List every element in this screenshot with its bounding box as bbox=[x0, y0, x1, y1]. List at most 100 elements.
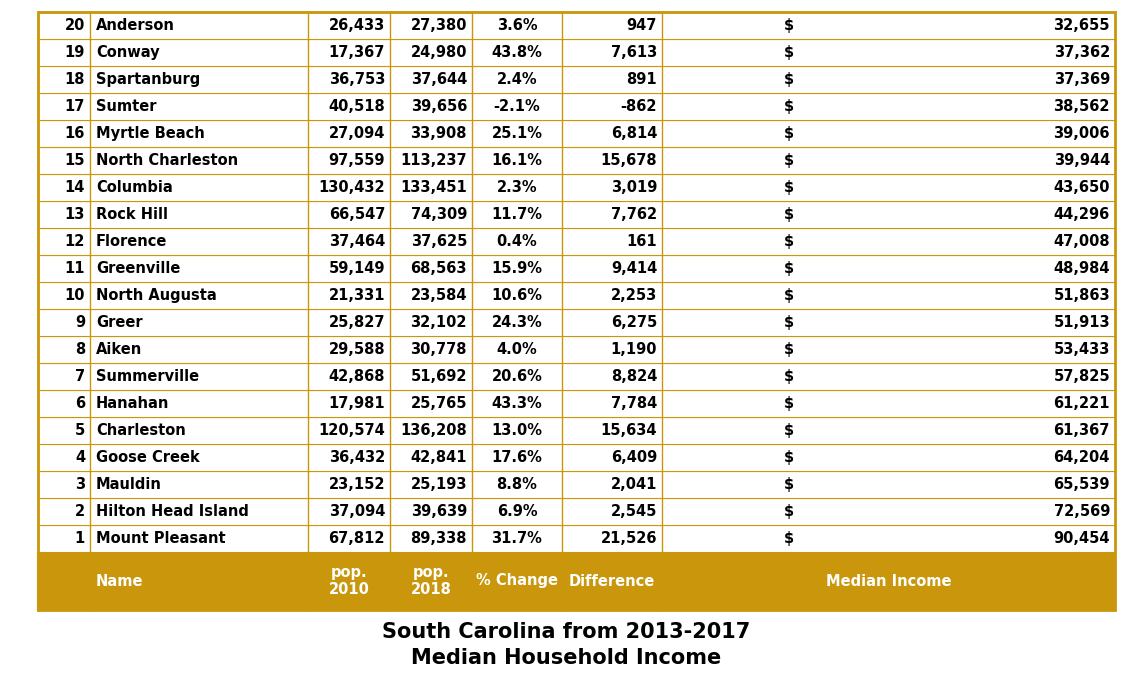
Text: 6,814: 6,814 bbox=[611, 126, 657, 141]
Text: Charleston: Charleston bbox=[96, 423, 186, 438]
Text: 24.3%: 24.3% bbox=[492, 315, 543, 330]
Text: Columbia: Columbia bbox=[96, 180, 172, 195]
Text: 89,338: 89,338 bbox=[410, 531, 467, 546]
Text: $: $ bbox=[784, 288, 794, 303]
Text: 120,574: 120,574 bbox=[318, 423, 385, 438]
Text: 17,367: 17,367 bbox=[329, 45, 385, 60]
Text: 27,380: 27,380 bbox=[410, 18, 467, 33]
Text: North Charleston: North Charleston bbox=[96, 153, 238, 168]
Text: 25,827: 25,827 bbox=[329, 315, 385, 330]
Text: 39,639: 39,639 bbox=[411, 504, 467, 519]
Text: 12: 12 bbox=[65, 234, 85, 249]
Bar bbox=[39, 120, 1115, 147]
Text: 161: 161 bbox=[627, 234, 657, 249]
Text: 44,296: 44,296 bbox=[1054, 207, 1110, 222]
Text: 130,432: 130,432 bbox=[318, 180, 385, 195]
Text: 3: 3 bbox=[75, 477, 85, 492]
Text: 7,762: 7,762 bbox=[611, 207, 657, 222]
Text: 61,367: 61,367 bbox=[1054, 423, 1110, 438]
Text: Aiken: Aiken bbox=[96, 342, 143, 357]
Text: 2018: 2018 bbox=[410, 583, 451, 598]
Text: 25,193: 25,193 bbox=[410, 477, 467, 492]
Text: $: $ bbox=[784, 99, 794, 114]
Bar bbox=[39, 336, 1115, 363]
Text: 57,825: 57,825 bbox=[1054, 369, 1110, 384]
Text: 29,588: 29,588 bbox=[329, 342, 385, 357]
Text: Median Household Income: Median Household Income bbox=[411, 648, 722, 668]
Bar bbox=[39, 39, 1115, 66]
Text: 36,753: 36,753 bbox=[329, 72, 385, 87]
Text: Anderson: Anderson bbox=[96, 18, 174, 33]
Text: 6: 6 bbox=[75, 396, 85, 411]
Text: 32,655: 32,655 bbox=[1054, 18, 1110, 33]
Text: 40,518: 40,518 bbox=[329, 99, 385, 114]
Text: 2.4%: 2.4% bbox=[496, 72, 537, 87]
Text: 37,644: 37,644 bbox=[411, 72, 467, 87]
Text: 68,563: 68,563 bbox=[410, 261, 467, 276]
Text: 39,656: 39,656 bbox=[410, 99, 467, 114]
Bar bbox=[39, 552, 1115, 610]
Text: 8.8%: 8.8% bbox=[496, 477, 537, 492]
Text: 5: 5 bbox=[75, 423, 85, 438]
Text: 14: 14 bbox=[65, 180, 85, 195]
Text: pop.: pop. bbox=[412, 564, 450, 579]
Text: $: $ bbox=[784, 396, 794, 411]
Text: % Change: % Change bbox=[476, 573, 557, 588]
Text: 66,547: 66,547 bbox=[329, 207, 385, 222]
Text: Spartanburg: Spartanburg bbox=[96, 72, 201, 87]
Text: Hanahan: Hanahan bbox=[96, 396, 169, 411]
Text: Hilton Head Island: Hilton Head Island bbox=[96, 504, 249, 519]
Text: 42,868: 42,868 bbox=[329, 369, 385, 384]
Text: 17: 17 bbox=[65, 99, 85, 114]
Text: Summerville: Summerville bbox=[96, 369, 199, 384]
Text: 8: 8 bbox=[75, 342, 85, 357]
Text: 10: 10 bbox=[65, 288, 85, 303]
Text: Mount Pleasant: Mount Pleasant bbox=[96, 531, 225, 546]
Text: $: $ bbox=[784, 477, 794, 492]
Text: 133,451: 133,451 bbox=[400, 180, 467, 195]
Text: 53,433: 53,433 bbox=[1054, 342, 1110, 357]
Bar bbox=[39, 66, 1115, 93]
Text: 7,613: 7,613 bbox=[611, 45, 657, 60]
Text: 47,008: 47,008 bbox=[1054, 234, 1110, 249]
Text: 6.9%: 6.9% bbox=[496, 504, 537, 519]
Text: 43.8%: 43.8% bbox=[492, 45, 543, 60]
Text: 4.0%: 4.0% bbox=[496, 342, 537, 357]
Text: 59,149: 59,149 bbox=[329, 261, 385, 276]
Text: 19: 19 bbox=[65, 45, 85, 60]
Bar bbox=[39, 390, 1115, 417]
Text: 17,981: 17,981 bbox=[329, 396, 385, 411]
Text: pop.: pop. bbox=[331, 564, 367, 579]
Bar bbox=[39, 363, 1115, 390]
Text: $: $ bbox=[784, 369, 794, 384]
Text: Rock Hill: Rock Hill bbox=[96, 207, 168, 222]
Text: 15.9%: 15.9% bbox=[492, 261, 543, 276]
Text: 33,908: 33,908 bbox=[410, 126, 467, 141]
Text: 891: 891 bbox=[627, 72, 657, 87]
Text: Myrtle Beach: Myrtle Beach bbox=[96, 126, 205, 141]
Text: 37,094: 37,094 bbox=[329, 504, 385, 519]
Text: 72,569: 72,569 bbox=[1054, 504, 1110, 519]
Text: 6,409: 6,409 bbox=[611, 450, 657, 465]
Text: 2,253: 2,253 bbox=[611, 288, 657, 303]
Text: 43.3%: 43.3% bbox=[492, 396, 543, 411]
Text: -2.1%: -2.1% bbox=[494, 99, 540, 114]
Text: 39,006: 39,006 bbox=[1054, 126, 1110, 141]
Text: 74,309: 74,309 bbox=[410, 207, 467, 222]
Bar bbox=[39, 93, 1115, 120]
Text: South Carolina from 2013-2017: South Carolina from 2013-2017 bbox=[382, 622, 751, 642]
Text: 24,980: 24,980 bbox=[410, 45, 467, 60]
Text: 0.4%: 0.4% bbox=[496, 234, 537, 249]
Bar bbox=[39, 255, 1115, 282]
Text: Conway: Conway bbox=[96, 45, 160, 60]
Text: $: $ bbox=[784, 126, 794, 141]
Text: 21,331: 21,331 bbox=[329, 288, 385, 303]
Text: 42,841: 42,841 bbox=[410, 450, 467, 465]
Text: 947: 947 bbox=[627, 18, 657, 33]
Bar bbox=[39, 174, 1115, 201]
Text: $: $ bbox=[784, 261, 794, 276]
Text: 15: 15 bbox=[65, 153, 85, 168]
Text: 36,432: 36,432 bbox=[329, 450, 385, 465]
Text: 1,190: 1,190 bbox=[611, 342, 657, 357]
Text: 2.3%: 2.3% bbox=[496, 180, 537, 195]
